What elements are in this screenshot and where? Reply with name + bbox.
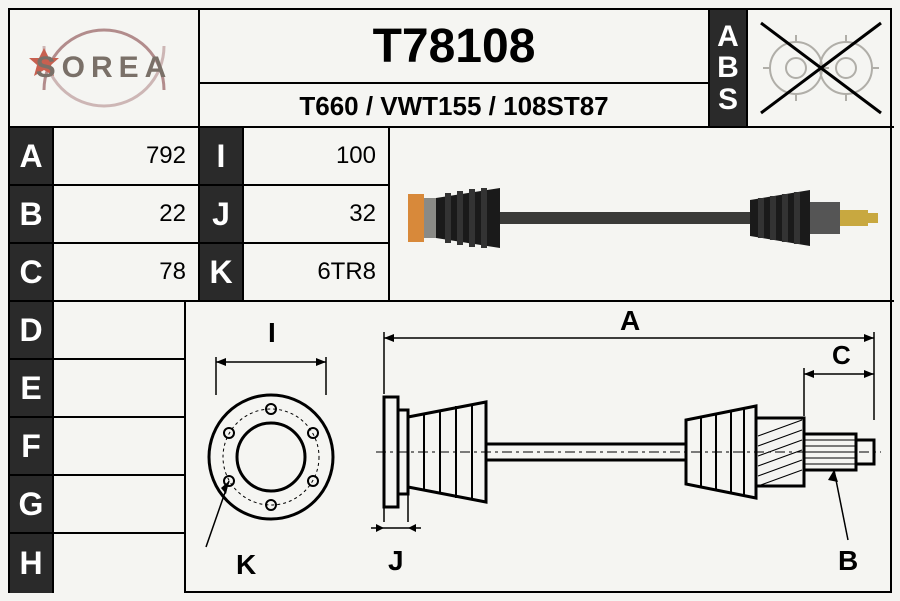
spec-value-C: 78 <box>54 244 200 302</box>
spec-value-F <box>54 418 186 476</box>
technical-diagram: I K A C <box>186 302 894 595</box>
spec-row-E: E <box>10 360 186 418</box>
brand-logo-box: SOREA <box>10 10 200 128</box>
dim-label-B: B <box>838 545 858 576</box>
dim-label-C: C <box>832 340 851 370</box>
dim-label-K: K <box>236 549 256 580</box>
spec-value-A: 792 <box>54 128 200 186</box>
dim-label-A: A <box>620 305 640 336</box>
spec-row-H: H <box>10 534 186 593</box>
part-number: T78108 <box>200 10 708 84</box>
spec-row-B: B 22 J 32 <box>10 186 390 244</box>
spec-value-G <box>54 476 186 534</box>
spec-label-C: C <box>10 244 54 302</box>
spec-label-F: F <box>10 418 54 476</box>
spec-label-I: I <box>200 128 244 186</box>
spec-label-A: A <box>10 128 54 186</box>
title-box: T78108 T660 / VWT155 / 108ST87 <box>200 10 710 128</box>
spec-value-J: 32 <box>244 186 390 244</box>
dim-label-J: J <box>388 545 404 576</box>
shaft-side-view: A C <box>371 305 881 576</box>
spec-row-A: A 792 I 100 <box>10 128 390 186</box>
spec-value-I: 100 <box>244 128 390 186</box>
product-photo <box>390 128 894 302</box>
brand-name: SOREA <box>36 51 173 85</box>
spec-label-D: D <box>10 302 54 360</box>
driveshaft-photo-icon <box>390 128 894 302</box>
spec-row-G: G <box>10 476 186 534</box>
spec-label-E: E <box>10 360 54 418</box>
spec-row-D: D <box>10 302 186 360</box>
dim-label-I: I <box>268 317 276 348</box>
spec-row-C: C 78 K 6TR8 <box>10 244 390 302</box>
spec-value-D <box>54 302 186 360</box>
spec-value-B: 22 <box>54 186 200 244</box>
flange-front-view: I K <box>206 317 333 580</box>
spec-value-E <box>54 360 186 418</box>
abs-gear-icon <box>751 13 891 123</box>
spec-value-H <box>54 534 186 593</box>
spec-label-J: J <box>200 186 244 244</box>
cross-references: T660 / VWT155 / 108ST87 <box>200 84 708 128</box>
spec-label-K: K <box>200 244 244 302</box>
spec-label-G: G <box>10 476 54 534</box>
spec-label-H: H <box>10 534 54 593</box>
driveshaft-diagram-icon: I K A C <box>186 302 894 595</box>
spec-value-K: 6TR8 <box>244 244 390 302</box>
abs-icon-box <box>748 10 894 128</box>
spec-label-B: B <box>10 186 54 244</box>
spec-row-F: F <box>10 418 186 476</box>
abs-label: A B S <box>710 10 748 128</box>
datasheet-frame: SOREA T78108 T660 / VWT155 / 108ST87 A B… <box>8 8 892 593</box>
